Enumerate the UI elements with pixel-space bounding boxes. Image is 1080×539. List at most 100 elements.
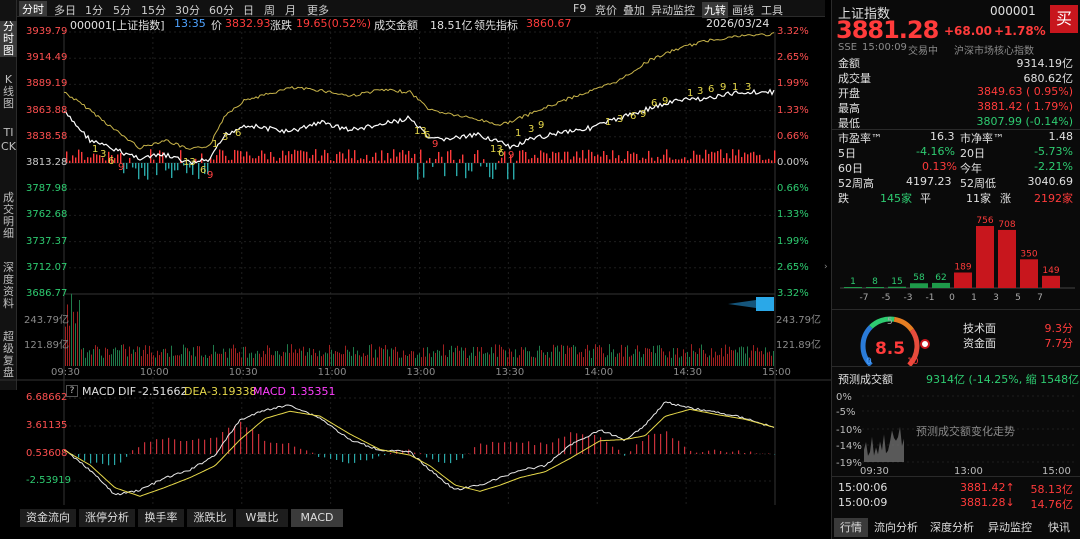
volume-bar xyxy=(359,355,360,366)
macd-bar xyxy=(432,454,434,460)
volume-bars xyxy=(65,293,774,366)
breadth-bar xyxy=(693,150,695,163)
macd-bar xyxy=(246,427,248,454)
jiuzhuan-mark: 3 xyxy=(697,86,703,97)
stat-down-label: 跌 xyxy=(838,192,849,205)
volume-bar xyxy=(551,351,552,366)
tools-button[interactable]: 工具 xyxy=(761,4,783,17)
collapse-arrow-icon[interactable]: › xyxy=(824,262,828,272)
period-60m[interactable]: 60分 xyxy=(209,4,234,17)
volume-bar xyxy=(157,350,158,366)
breadth-bar xyxy=(363,159,365,163)
macd-bar xyxy=(78,454,80,458)
tab-depth[interactable]: 深度资料 xyxy=(3,261,14,310)
period-week[interactable]: 周 xyxy=(264,4,275,17)
draw-line-button[interactable]: 画线 xyxy=(732,4,754,17)
breadth-bar xyxy=(348,149,350,163)
volume-bar xyxy=(413,351,414,366)
tab-tick[interactable]: TICK xyxy=(1,126,16,153)
tab-flash-news[interactable]: 快讯 xyxy=(1048,521,1070,534)
volume-bar xyxy=(661,348,662,366)
volume-bar xyxy=(411,350,412,366)
tab-updown-ratio[interactable]: 涨跌比 xyxy=(187,509,233,527)
period-day[interactable]: 日 xyxy=(243,4,254,17)
volume-bar xyxy=(101,355,102,366)
breadth-bar xyxy=(498,160,500,163)
tab-w-volume-ratio[interactable]: W量比 xyxy=(236,509,288,527)
jiuzhuan-mark: 6 xyxy=(235,128,241,139)
volume-bar xyxy=(613,349,614,366)
stat-down: 145家 xyxy=(880,192,912,205)
tab-quote[interactable]: 行情 xyxy=(834,518,868,537)
macd-bar xyxy=(672,438,674,454)
forecast-tick: -19% xyxy=(836,458,862,469)
buy-button[interactable]: 买 xyxy=(1050,5,1078,33)
volume-bar xyxy=(99,349,100,366)
breadth-bar xyxy=(141,163,143,168)
tab-limit-analysis[interactable]: 涨停分析 xyxy=(79,509,135,527)
macd-bar xyxy=(120,454,122,463)
breadth-bar xyxy=(750,152,752,163)
f9-button[interactable]: F9 xyxy=(573,2,587,15)
volume-bar xyxy=(97,346,98,366)
volume-bar xyxy=(347,349,348,366)
distribution-bar xyxy=(1042,275,1060,288)
tab-alert-monitor[interactable]: 异动监控 xyxy=(988,521,1032,534)
volume-bar xyxy=(233,344,234,366)
volume-bar xyxy=(579,352,580,366)
tab-review[interactable]: 超级复盘 xyxy=(3,330,14,379)
tab-kline[interactable]: K线图 xyxy=(3,73,14,110)
macd-bar xyxy=(546,444,548,454)
overlay-button[interactable]: 叠加 xyxy=(623,4,645,17)
period-1m[interactable]: 1分 xyxy=(85,4,103,17)
macd-bar xyxy=(702,452,704,454)
gauge-value: 8.5 xyxy=(875,339,905,359)
alert-monitor-button[interactable]: 异动监控 xyxy=(651,4,695,17)
breadth-bar xyxy=(573,156,575,163)
volume-bar xyxy=(491,347,492,366)
stat-volume-label: 成交量 xyxy=(838,72,871,85)
period-more[interactable]: 更多 xyxy=(307,4,329,17)
volume-bar xyxy=(365,355,366,366)
period-15m[interactable]: 15分 xyxy=(141,4,166,17)
distribution-bar xyxy=(976,226,994,288)
score-fund-label: 资金面 xyxy=(963,337,996,350)
macd-bar xyxy=(420,453,422,454)
volume-bar xyxy=(107,349,108,366)
volume-bar xyxy=(327,353,328,366)
tab-depth-analysis[interactable]: 深度分析 xyxy=(930,521,974,534)
jiuzhuan-button[interactable]: 九转 xyxy=(702,2,728,18)
macd-help-icon[interactable]: ? xyxy=(66,385,78,397)
volume-bar xyxy=(395,346,396,366)
breadth-bar xyxy=(183,163,185,166)
breadth-bar xyxy=(612,150,614,163)
volume-bar xyxy=(593,348,594,366)
tab-turnover[interactable]: 换手率 xyxy=(138,509,184,527)
tab-macd[interactable]: MACD xyxy=(291,509,343,527)
macd-bar xyxy=(354,454,356,463)
breadth-bar xyxy=(204,163,206,175)
tab-timeshare[interactable]: 分时图 xyxy=(0,21,17,57)
breadth-bar xyxy=(243,156,245,163)
time-tick: 15:00 xyxy=(762,367,791,378)
period-5m[interactable]: 5分 xyxy=(113,4,131,17)
volume-bar xyxy=(133,349,134,366)
breadth-bar xyxy=(219,149,221,163)
tab-fund-flow[interactable]: 资金流向 xyxy=(20,509,76,527)
breadth-bar xyxy=(108,151,110,163)
jiuzhuan-mark: 1 xyxy=(605,117,611,128)
period-month[interactable]: 月 xyxy=(285,4,296,17)
distribution-count: 708 xyxy=(998,220,1015,230)
breadth-bar xyxy=(153,159,155,163)
period-multiday[interactable]: 多日 xyxy=(54,4,76,17)
tab-trade-detail[interactable]: 成交明细 xyxy=(3,191,14,240)
volume-bar xyxy=(309,348,310,366)
period-timeshare[interactable]: 分时 xyxy=(19,1,47,16)
auction-button[interactable]: 竞价 xyxy=(595,4,617,17)
tab-flow-analysis[interactable]: 流向分析 xyxy=(874,521,918,534)
breadth-bar xyxy=(459,159,461,163)
breadth-bar xyxy=(336,154,338,163)
period-30m[interactable]: 30分 xyxy=(175,4,200,17)
jiuzhuan-mark: 3 xyxy=(528,124,534,135)
